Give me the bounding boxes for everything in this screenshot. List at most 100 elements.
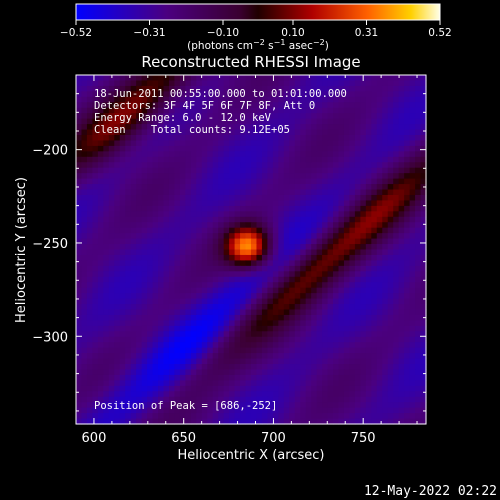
heatmap-cell bbox=[360, 342, 367, 349]
heatmap-cell bbox=[92, 194, 99, 202]
heatmap-cell bbox=[404, 407, 411, 414]
heatmap-cell bbox=[283, 134, 290, 142]
heatmap-cell bbox=[365, 380, 372, 387]
heatmap-cell bbox=[147, 140, 154, 147]
heatmap-cell bbox=[152, 216, 159, 223]
heatmap-cell bbox=[360, 391, 367, 398]
heatmap-cell bbox=[283, 369, 290, 376]
heatmap-cell bbox=[311, 293, 318, 300]
heatmap-cell bbox=[136, 413, 143, 420]
heatmap-cell bbox=[333, 167, 340, 174]
heatmap-cell bbox=[152, 402, 159, 409]
heatmap-cell bbox=[261, 282, 269, 289]
heatmap-cell bbox=[316, 396, 323, 403]
heatmap-cell bbox=[382, 380, 389, 387]
heatmap-cell bbox=[190, 325, 197, 332]
heatmap-cell bbox=[354, 298, 361, 305]
heatmap-cell bbox=[158, 320, 165, 327]
heatmap-cell bbox=[354, 287, 361, 294]
heatmap-cell bbox=[163, 91, 170, 98]
heatmap-cell bbox=[218, 211, 225, 218]
heatmap-cell bbox=[415, 353, 422, 360]
heatmap-cell bbox=[409, 162, 416, 169]
heatmap-cell bbox=[289, 118, 296, 125]
heatmap-cell bbox=[371, 402, 378, 409]
heatmap-cell bbox=[108, 282, 115, 289]
heatmap-cell bbox=[168, 96, 176, 103]
heatmap-cell bbox=[256, 233, 263, 240]
heatmap-cell bbox=[272, 129, 279, 136]
heatmap-cell bbox=[415, 124, 422, 131]
heatmap-cell bbox=[316, 380, 323, 387]
heatmap-cell bbox=[76, 358, 83, 365]
heatmap-cell bbox=[267, 244, 274, 251]
heatmap-cell bbox=[305, 358, 312, 365]
heatmap-cell bbox=[147, 391, 154, 398]
heatmap-cell bbox=[420, 80, 427, 87]
heatmap-cell bbox=[376, 156, 383, 163]
heatmap-cell bbox=[272, 134, 279, 142]
heatmap-cell bbox=[322, 391, 329, 398]
heatmap-cell bbox=[81, 413, 88, 420]
heatmap-cell bbox=[245, 331, 252, 338]
heatmap-cell bbox=[212, 385, 219, 392]
heatmap-cell bbox=[141, 309, 148, 316]
heatmap-cell bbox=[174, 380, 181, 387]
heatmap-cell bbox=[103, 265, 110, 272]
heatmap-cell bbox=[294, 151, 301, 158]
heatmap-cell bbox=[343, 276, 351, 283]
heatmap-cell bbox=[365, 407, 372, 414]
heatmap-cell bbox=[300, 189, 307, 196]
heatmap-cell bbox=[267, 358, 274, 365]
heatmap-cell bbox=[365, 233, 372, 240]
heatmap-cell bbox=[97, 184, 104, 191]
heatmap-cell bbox=[327, 205, 334, 212]
heatmap-cell bbox=[158, 96, 165, 103]
heatmap-cell bbox=[294, 91, 301, 98]
heatmap-cell bbox=[387, 353, 394, 360]
heatmap-cell bbox=[415, 364, 422, 371]
heatmap-cell bbox=[196, 156, 203, 163]
heatmap-cell bbox=[174, 254, 181, 261]
heatmap-cell bbox=[174, 233, 181, 240]
heatmap-cell bbox=[338, 391, 345, 398]
heatmap-cell bbox=[229, 145, 236, 152]
heatmap-cell bbox=[114, 107, 121, 114]
heatmap-cell bbox=[185, 374, 192, 381]
heatmap-cell bbox=[163, 238, 170, 245]
heatmap-cell bbox=[168, 211, 176, 218]
heatmap-cell bbox=[185, 167, 192, 174]
heatmap-cell bbox=[130, 374, 137, 381]
heatmap-cell bbox=[360, 254, 367, 261]
heatmap-cell bbox=[108, 91, 115, 98]
heatmap-cell bbox=[81, 238, 88, 245]
heatmap-cell bbox=[322, 222, 329, 229]
heatmap-cell bbox=[163, 402, 170, 409]
heatmap-cell bbox=[185, 391, 192, 398]
heatmap-cell bbox=[240, 304, 247, 311]
heatmap-cell bbox=[420, 265, 427, 272]
heatmap-cell bbox=[311, 347, 318, 354]
heatmap-cell bbox=[130, 336, 137, 343]
heatmap-cell bbox=[152, 358, 159, 365]
heatmap-cell bbox=[294, 173, 301, 180]
heatmap-cell bbox=[420, 402, 427, 409]
heatmap-cell bbox=[223, 194, 230, 202]
heatmap-cell bbox=[201, 113, 208, 120]
heatmap-cell bbox=[305, 145, 312, 152]
heatmap-cell bbox=[158, 325, 165, 332]
heatmap-cell bbox=[207, 396, 214, 403]
heatmap-cell bbox=[311, 107, 318, 114]
heatmap-cell bbox=[234, 102, 241, 109]
heatmap-cell bbox=[371, 151, 378, 158]
heatmap-cell bbox=[311, 320, 318, 327]
heatmap-cell bbox=[201, 298, 208, 305]
heatmap-cell bbox=[322, 184, 329, 191]
heatmap-cell bbox=[245, 184, 252, 191]
heatmap-cell bbox=[327, 260, 334, 267]
heatmap-cell bbox=[207, 254, 214, 261]
heatmap-cell bbox=[376, 145, 383, 152]
heatmap-cell bbox=[229, 75, 236, 82]
heatmap-cell bbox=[289, 151, 296, 158]
heatmap-cell bbox=[261, 380, 269, 387]
